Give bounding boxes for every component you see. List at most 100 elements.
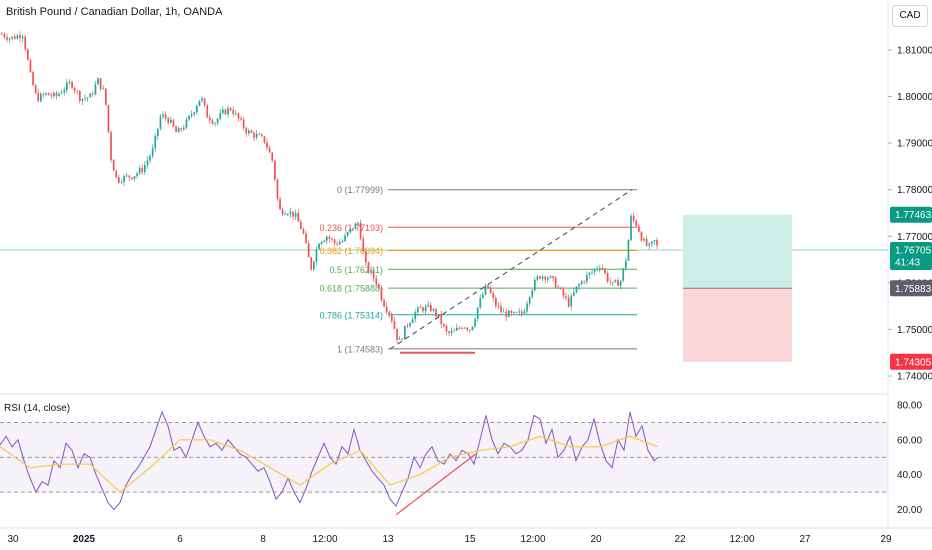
- price-tick-label: 1.81000: [897, 45, 932, 56]
- candle-body: [235, 113, 237, 115]
- candle-body: [349, 228, 352, 233]
- candle-body: [383, 300, 385, 307]
- candle-body: [76, 90, 79, 92]
- candle-body: [266, 142, 268, 148]
- candle-body: [261, 134, 263, 137]
- candle-body: [502, 311, 505, 313]
- position-tool[interactable]: [683, 214, 792, 362]
- candle-body: [331, 238, 333, 240]
- candle-body: [341, 241, 344, 243]
- candle-body: [294, 213, 297, 217]
- candle-body: [398, 338, 401, 340]
- candle-body: [180, 128, 183, 130]
- price-tag-box: [890, 353, 932, 370]
- candle-body: [263, 136, 266, 143]
- candle-body: [136, 173, 138, 177]
- candle-body: [388, 311, 391, 315]
- fibonacci-retracement[interactable]: 0 (1.77999) 0.236 (1.77193) 0.382 (1.76694…: [319, 185, 637, 354]
- candle-body: [297, 213, 300, 222]
- candle-body: [320, 241, 323, 244]
- candle-body: [115, 170, 118, 178]
- candle-body: [456, 327, 458, 331]
- candle-body: [50, 95, 53, 97]
- candle-body: [375, 278, 378, 285]
- candle-body: [206, 105, 209, 118]
- candle-body: [653, 240, 656, 242]
- candle-body: [424, 306, 427, 312]
- candle-body: [534, 279, 536, 291]
- candle-body: [201, 98, 203, 101]
- candle-body: [89, 93, 92, 98]
- candle-body: [300, 221, 302, 229]
- candle-body: [627, 240, 630, 261]
- candle-body: [482, 294, 484, 299]
- currency-button[interactable]: CAD: [892, 5, 928, 27]
- time-tick-label: 22: [674, 534, 686, 545]
- dashed-trendline: [389, 189, 633, 350]
- candle-body: [53, 92, 55, 97]
- candle-body: [222, 109, 224, 113]
- candle-body: [229, 108, 232, 110]
- price-tick-label: 1.80000: [897, 92, 932, 103]
- candle-body: [417, 307, 419, 313]
- time-tick-label: 30: [7, 534, 19, 545]
- candle-body: [162, 114, 164, 117]
- candle-body: [466, 327, 469, 330]
- candle-body: [391, 314, 393, 321]
- candle-body: [105, 88, 107, 105]
- candle-body: [411, 319, 414, 323]
- candle-body: [443, 324, 445, 327]
- candle-body: [510, 310, 513, 313]
- candle-body: [323, 240, 326, 242]
- candle-body: [523, 311, 526, 314]
- drawings[interactable]: [389, 189, 633, 354]
- candle-body: [554, 277, 557, 288]
- candle-body: [68, 81, 71, 83]
- candle-body: [240, 118, 242, 120]
- price-tag-text: 1.75883: [895, 284, 932, 295]
- rsi-tick-label: 80.00: [897, 400, 922, 411]
- candle-body: [326, 236, 328, 241]
- candle-body: [359, 223, 362, 239]
- candle-body: [37, 92, 40, 102]
- candle-body: [645, 238, 648, 246]
- candle-body: [6, 37, 8, 40]
- candle-body: [123, 175, 125, 183]
- candle-body: [513, 312, 515, 313]
- candle-body: [562, 289, 565, 296]
- candle-body: [172, 119, 175, 127]
- candle-body: [102, 88, 105, 90]
- candle-body: [539, 276, 541, 279]
- candle-body: [271, 152, 274, 161]
- candle-body: [617, 280, 619, 286]
- candle-body: [258, 134, 261, 135]
- price-tick-label: 1.78000: [897, 185, 932, 196]
- candle-body: [586, 274, 588, 282]
- price-tag-box: [890, 242, 932, 271]
- candle-body: [313, 261, 315, 270]
- candle-body: [144, 165, 146, 172]
- candle-body: [188, 115, 190, 120]
- time-tick-label: 27: [799, 534, 811, 545]
- candle-body: [242, 119, 245, 129]
- candle-body: [463, 327, 466, 329]
- candle-body: [432, 309, 435, 311]
- price-tick-label: 1.77000: [897, 232, 932, 243]
- candle-body: [237, 113, 240, 119]
- price-tick-label: 1.75000: [897, 325, 932, 336]
- candle-body: [437, 314, 440, 317]
- candle-body: [588, 272, 591, 275]
- candle-body: [58, 93, 60, 96]
- candle-body: [453, 330, 456, 332]
- fib-level-label: 0.786 (1.75314): [319, 310, 383, 320]
- time-axis[interactable]: 30 2025 6 8 12:00 13 15 12:00 20 22 12:00 27 29: [7, 534, 892, 545]
- candle-body: [393, 320, 396, 329]
- candle-body: [601, 268, 604, 269]
- candle-body: [21, 36, 24, 39]
- price-tag-text: 1.74305: [895, 357, 932, 368]
- candle-body: [190, 114, 193, 116]
- candle-body: [219, 112, 222, 119]
- candle-body: [370, 270, 372, 272]
